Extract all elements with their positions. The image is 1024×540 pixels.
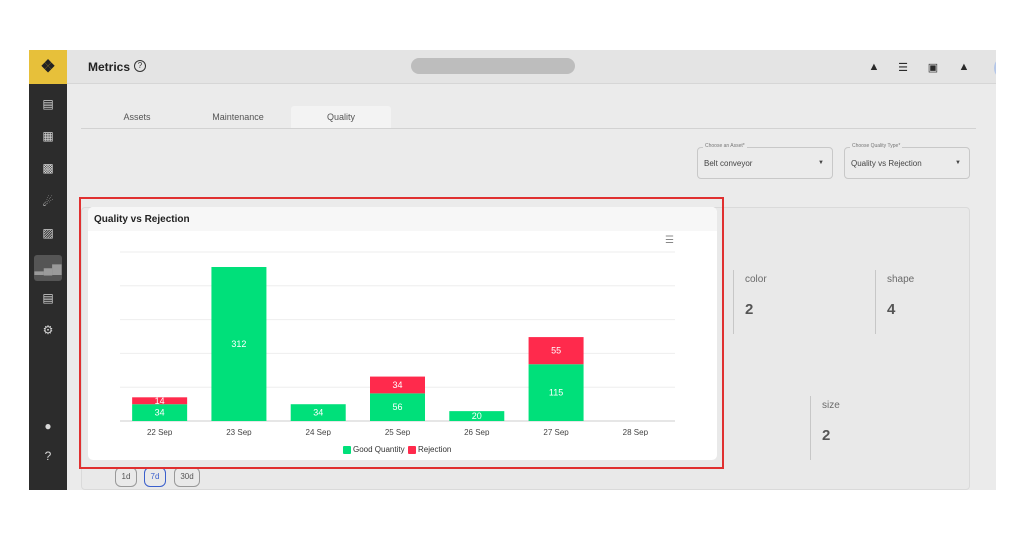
x-tick-label: 28 Sep xyxy=(623,428,649,436)
x-tick-label: 23 Sep xyxy=(226,428,252,436)
scan-icon[interactable]: ▣ xyxy=(927,61,939,74)
x-tick-label: 25 Sep xyxy=(385,428,411,436)
range-7d-button[interactable]: 7d xyxy=(144,467,166,487)
data-label: 34 xyxy=(392,380,402,390)
chart-menu-icon[interactable]: ☰ xyxy=(665,235,674,246)
legend-label-good: Good Quantity xyxy=(353,445,405,454)
bar-good-3[interactable] xyxy=(370,393,425,421)
x-tick-label: 26 Sep xyxy=(464,428,490,436)
tab-maintenance[interactable]: Maintenance xyxy=(212,112,264,122)
metric-shape-label: shape xyxy=(887,274,915,285)
chart-card: Quality vs Rejection ☰ 34 14 22 Sep 312 23 S… xyxy=(88,207,717,460)
tab-quality[interactable]: Quality xyxy=(291,106,391,128)
app-logo[interactable]: ❖ xyxy=(29,50,67,84)
quality-type-select-label: Choose Quality Type* xyxy=(850,143,903,149)
topbar: Metrics ? ▲ ☰ ▣ ▲ F xyxy=(67,50,996,84)
highlight-box xyxy=(79,197,724,469)
tab-assets[interactable]: Assets xyxy=(123,112,151,122)
reports-icon[interactable]: ▨ xyxy=(42,226,54,240)
data-label: 34 xyxy=(313,408,323,418)
metric-size-value: 2 xyxy=(822,427,831,444)
help-circle-icon[interactable]: ? xyxy=(134,60,146,72)
metrics-icon[interactable]: ▂▄▆ xyxy=(34,255,62,281)
quality-type-select-value: Quality vs Rejection xyxy=(851,159,922,168)
metric-divider xyxy=(733,270,734,334)
sidebar: ❖ ▤ ▦ ▩ ☄ ▨ ▂▄▆ ▤ ⚙ ● ? xyxy=(29,50,67,490)
documents-icon[interactable]: ▤ xyxy=(42,291,54,305)
bar-rejection-3[interactable] xyxy=(370,376,425,394)
legend-swatch-rejection xyxy=(408,445,416,454)
data-label: 14 xyxy=(155,396,165,406)
metric-size-label: size xyxy=(822,400,840,411)
chart-header: Quality vs Rejection xyxy=(88,207,717,231)
x-tick-label: 27 Sep xyxy=(543,428,569,436)
legend-swatch-good xyxy=(343,445,351,454)
range-30d-button[interactable]: 30d xyxy=(174,467,200,487)
metric-shape-value: 4 xyxy=(887,301,896,318)
help-icon[interactable]: ? xyxy=(44,449,52,463)
data-label: 115 xyxy=(549,388,563,398)
metric-color-value: 2 xyxy=(745,301,754,318)
bar-chart: 34 14 22 Sep 312 23 Sep 34 24 Sep 56 34 25 Sep 20 2… xyxy=(120,251,675,436)
bar-good-2[interactable] xyxy=(290,404,346,421)
people-icon[interactable]: ▩ xyxy=(42,161,54,175)
metric-divider xyxy=(875,270,876,334)
asset-select[interactable]: Choose an Asset* Belt conveyor ▼ xyxy=(697,143,833,179)
bar-rejection-0[interactable] xyxy=(132,397,188,405)
legend-rejection[interactable]: Rejection xyxy=(408,445,451,454)
metric-color-label: color xyxy=(745,274,767,285)
search-bar[interactable] xyxy=(411,58,575,74)
chat-icon[interactable]: ● xyxy=(44,419,52,433)
asset-select-value: Belt conveyor xyxy=(704,159,753,168)
bar-good-0[interactable] xyxy=(132,404,188,421)
avatar[interactable]: F xyxy=(994,56,996,80)
bar-rejection-5[interactable] xyxy=(528,337,584,365)
maintenance-icon[interactable]: ☄ xyxy=(42,195,54,209)
page-title: Metrics xyxy=(88,60,131,74)
chevron-down-icon: ▼ xyxy=(818,160,824,166)
bar-good-5[interactable] xyxy=(528,364,584,421)
metric-divider xyxy=(810,396,811,460)
settings-icon[interactable]: ⚙ xyxy=(42,323,54,337)
bar-good-4[interactable] xyxy=(449,411,505,421)
chart-title: Quality vs Rejection xyxy=(94,214,190,225)
list-icon[interactable]: ☰ xyxy=(898,61,908,74)
data-label: 34 xyxy=(155,408,165,418)
quality-type-select[interactable]: Choose Quality Type* Quality vs Rejectio… xyxy=(844,143,970,179)
data-label: 55 xyxy=(551,346,561,356)
upload-icon[interactable]: ▲ xyxy=(868,61,880,73)
dashboard-icon[interactable]: ▤ xyxy=(42,97,54,111)
assets-icon[interactable]: ▦ xyxy=(42,129,54,143)
bar-good-1[interactable] xyxy=(211,267,267,421)
data-label: 312 xyxy=(231,339,246,349)
legend-good-quantity[interactable]: Good Quantity xyxy=(343,445,405,454)
asset-select-label: Choose an Asset* xyxy=(703,143,747,149)
range-1d-button[interactable]: 1d xyxy=(115,467,137,487)
tab-divider xyxy=(81,128,976,129)
data-label: 20 xyxy=(472,411,482,421)
legend-label-rejection: Rejection xyxy=(418,445,452,454)
x-tick-label: 22 Sep xyxy=(147,428,173,436)
x-tick-label: 24 Sep xyxy=(306,428,332,436)
chevron-down-icon: ▼ xyxy=(955,160,961,166)
data-label: 56 xyxy=(392,402,402,412)
bell-icon[interactable]: ▲ xyxy=(958,61,970,73)
